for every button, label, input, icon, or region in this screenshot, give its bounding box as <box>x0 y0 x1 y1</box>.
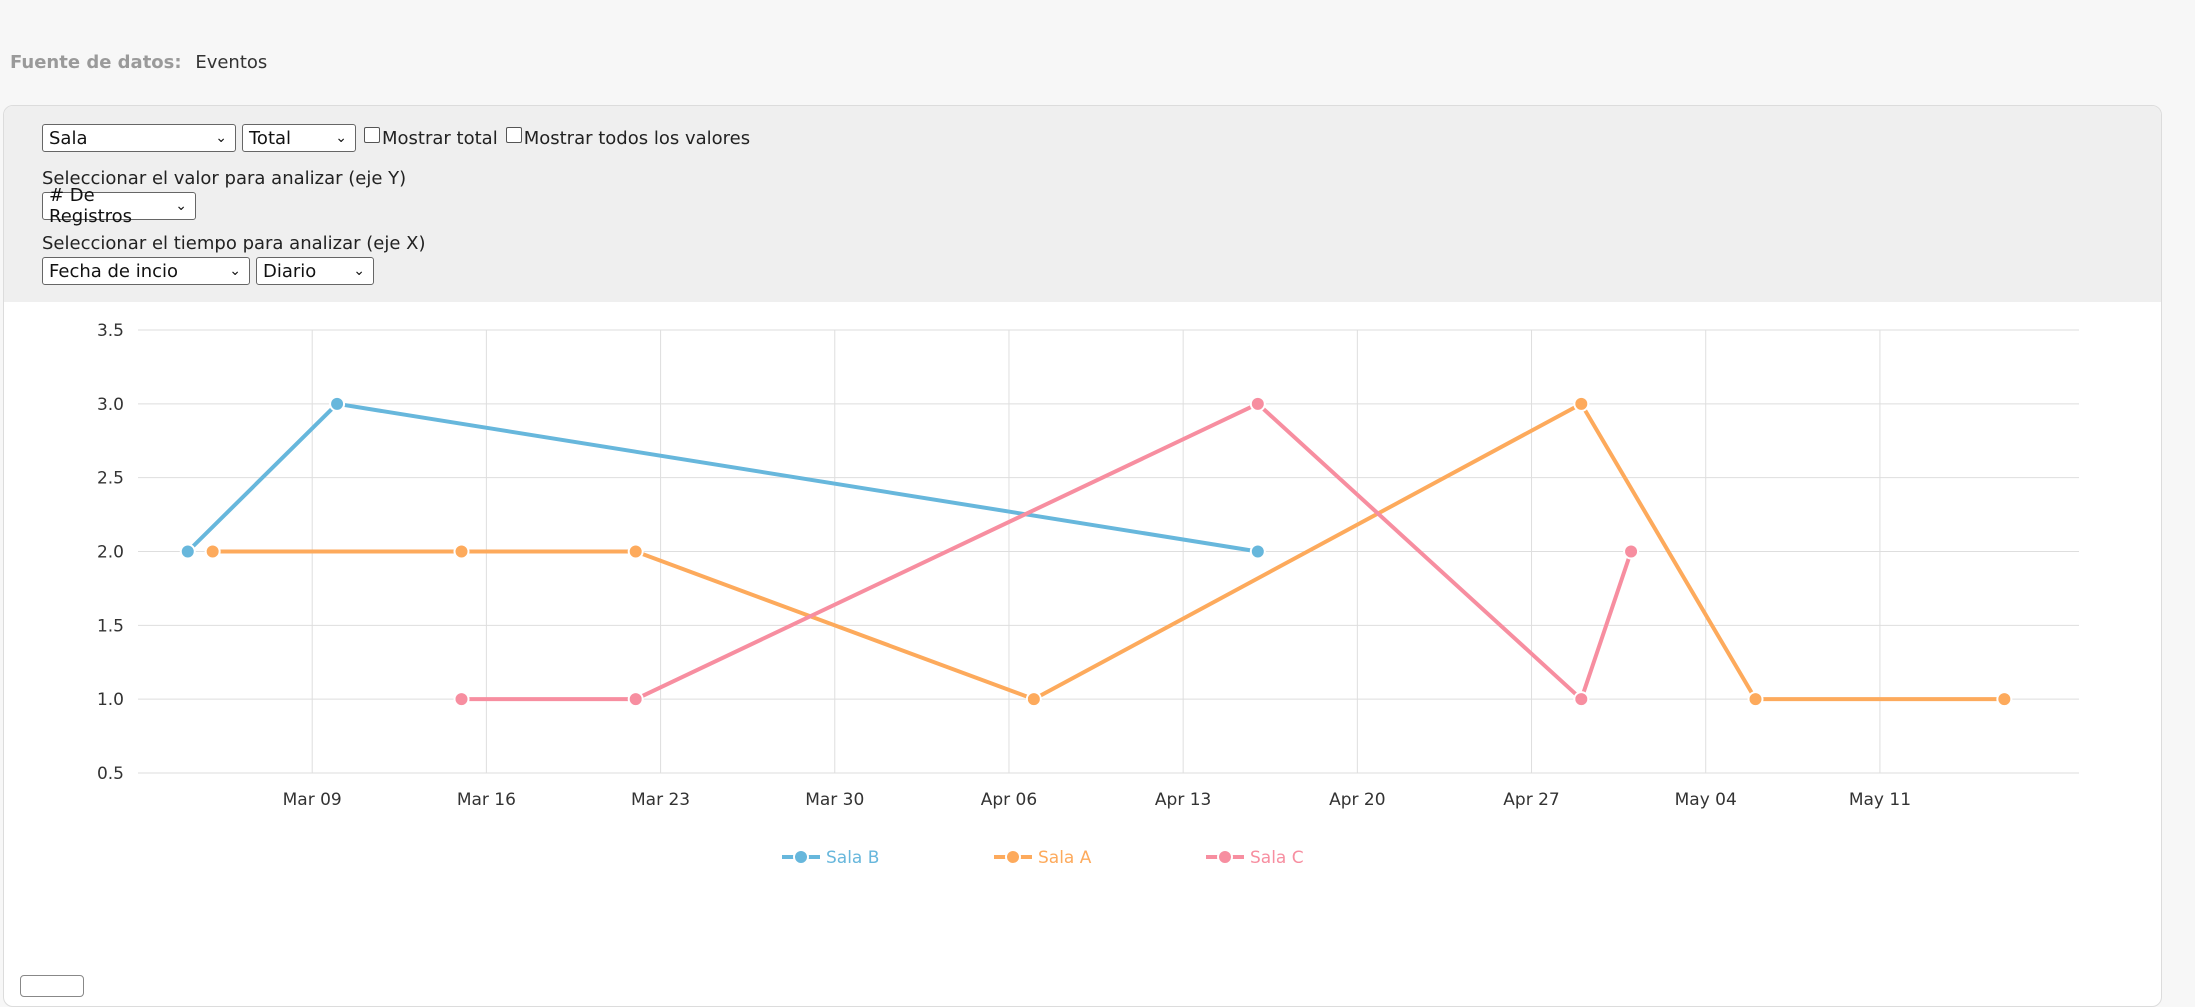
chevron-down-icon: ⌄ <box>175 198 187 214</box>
y-tick-label: 3.0 <box>97 395 124 415</box>
y-tick-label: 0.5 <box>97 764 124 784</box>
x-axis-prompt: Seleccionar el tiempo para analizar (eje… <box>42 233 426 254</box>
controls-area: Sala ⌄ Total ⌄ Mostrar total Mostrar todos… <box>4 106 2161 302</box>
data-point <box>1623 543 1640 560</box>
x-tick-label: Apr 06 <box>981 790 1037 810</box>
data-point <box>1573 395 1590 412</box>
x-field-select[interactable]: Fecha de incio ⌄ <box>42 257 250 285</box>
series-sala-a <box>204 395 2013 708</box>
x-tick-label: Mar 23 <box>631 790 690 810</box>
data-point <box>1249 543 1266 560</box>
data-source-label: Fuente de datos: <box>10 52 182 73</box>
analysis-panel: Sala ⌄ Total ⌄ Mostrar total Mostrar todos… <box>3 105 2162 1007</box>
data-point <box>204 543 221 560</box>
y-axis-prompt-row: Seleccionar el valor para analizar (eje … <box>42 168 406 189</box>
legend-item: Sala B <box>782 848 879 868</box>
chevron-down-icon: ⌄ <box>229 263 241 279</box>
checkbox-box[interactable] <box>364 127 380 143</box>
x-tick-label: Mar 30 <box>805 790 864 810</box>
chart-legend: Sala B Sala A Sala C <box>782 848 1304 868</box>
x-tick-label: May 11 <box>1849 790 1911 810</box>
line-chart: 0.5 1.0 1.5 2.0 2.5 3.0 3.5 Mar 09 Mar 16 Mar 23… <box>97 321 2079 868</box>
x-tick-label: Mar 09 <box>283 790 342 810</box>
legend-label: Sala A <box>1038 848 1092 868</box>
x-interval-select[interactable]: Diario ⌄ <box>256 257 374 285</box>
x-tick-label: Apr 20 <box>1329 790 1385 810</box>
y-tick-label: 2.5 <box>97 469 124 489</box>
aggregate-select[interactable]: Total ⌄ <box>242 124 356 152</box>
x-tick-label: Mar 16 <box>457 790 516 810</box>
data-point <box>627 543 644 560</box>
chart-series <box>179 395 2013 708</box>
data-point <box>1996 691 2013 708</box>
chevron-down-icon: ⌄ <box>215 130 227 146</box>
y-axis-select-row: # De Registros ⌄ <box>42 185 196 227</box>
checkbox-box[interactable] <box>505 127 522 143</box>
x-tick-label: May 04 <box>1675 790 1737 810</box>
data-point <box>1747 691 1764 708</box>
y-tick-label: 1.5 <box>97 616 124 636</box>
legend-marker <box>793 849 809 865</box>
data-source-value: Eventos <box>195 52 268 73</box>
show-all-values-checkbox[interactable]: Mostrar todos los valores <box>505 127 750 149</box>
group-by-select[interactable]: Sala ⌄ <box>42 124 236 152</box>
chart-grid <box>138 329 2079 774</box>
x-tick-label: Apr 13 <box>1155 790 1211 810</box>
data-point <box>627 691 644 708</box>
y-tick-label: 2.0 <box>97 543 124 563</box>
x-tick-label: Apr 27 <box>1503 790 1559 810</box>
chevron-down-icon: ⌄ <box>353 263 365 279</box>
y-axis-ticks: 0.5 1.0 1.5 2.0 2.5 3.0 3.5 <box>97 321 124 784</box>
series-sala-c <box>453 395 1640 708</box>
legend-marker <box>1005 849 1021 865</box>
x-axis-prompt-row: Seleccionar el tiempo para analizar (eje… <box>42 233 426 254</box>
x-axis-ticks: Mar 09 Mar 16 Mar 23 Mar 30 Apr 06 Apr 13 Apr … <box>283 790 1911 810</box>
legend-marker <box>1217 849 1233 865</box>
bottom-button[interactable] <box>20 975 84 997</box>
data-point <box>1249 395 1266 412</box>
y-value-select[interactable]: # De Registros ⌄ <box>42 185 196 227</box>
legend-label: Sala B <box>826 848 879 868</box>
legend-label: Sala C <box>1250 848 1304 868</box>
data-point <box>453 543 470 560</box>
chevron-down-icon: ⌄ <box>335 130 347 146</box>
series-sala-b <box>179 395 1266 560</box>
data-point <box>1573 691 1590 708</box>
data-source: Fuente de datos: Eventos <box>10 52 267 73</box>
data-point <box>329 395 346 412</box>
show-total-checkbox[interactable]: Mostrar total <box>364 127 498 149</box>
data-point <box>1025 691 1042 708</box>
x-axis-select-row: Fecha de incio ⌄ Diario ⌄ <box>42 257 374 285</box>
y-tick-label: 1.0 <box>97 690 124 710</box>
data-point <box>179 543 196 560</box>
legend-item: Sala A <box>994 848 1092 868</box>
legend-item: Sala C <box>1206 848 1304 868</box>
controls-row-group: Sala ⌄ Total ⌄ Mostrar total Mostrar todos… <box>42 124 750 152</box>
y-tick-label: 3.5 <box>97 321 124 341</box>
data-point <box>453 691 470 708</box>
y-axis-prompt: Seleccionar el valor para analizar (eje … <box>42 168 407 189</box>
